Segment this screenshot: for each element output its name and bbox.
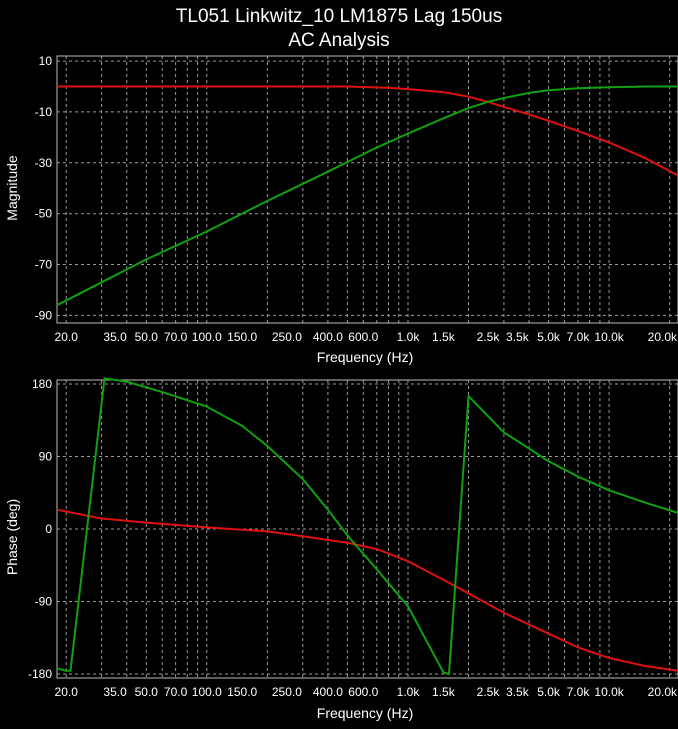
x-tick-label: 2.5k bbox=[477, 330, 501, 344]
x-tick-label: 50.0 bbox=[135, 685, 159, 699]
phase-xlabel: Frequency (Hz) bbox=[317, 705, 413, 721]
x-tick-label: 250.0 bbox=[272, 330, 302, 344]
magnitude-ylabel: Magnitude bbox=[4, 155, 20, 221]
x-grid bbox=[65, 56, 671, 323]
x-tick-label: 400.0 bbox=[313, 685, 343, 699]
y-tick-label: 0 bbox=[45, 522, 52, 536]
x-tick-label: 50.0 bbox=[135, 330, 159, 344]
y-tick-label: -90 bbox=[35, 595, 53, 609]
x-tick-label: 7.0k bbox=[567, 330, 591, 344]
y-tick-label: -180 bbox=[28, 667, 52, 681]
plot-frame bbox=[56, 55, 678, 324]
x-tick-label: 20.0k bbox=[648, 685, 678, 699]
x-tick-label: 70.0 bbox=[164, 330, 188, 344]
x-tick-label: 1.0k bbox=[397, 685, 421, 699]
y-tick-label: -50 bbox=[35, 207, 53, 221]
green-series-line bbox=[56, 85, 678, 307]
red-series-line bbox=[57, 85, 678, 177]
y-tick-label: -70 bbox=[35, 258, 53, 272]
x-tick-label: 2.5k bbox=[477, 685, 501, 699]
x-tick-label: 10.0k bbox=[594, 330, 624, 344]
red-series-line bbox=[56, 508, 678, 672]
x-tick-label: 20.0k bbox=[648, 330, 678, 344]
x-tick-label: 7.0k bbox=[567, 685, 591, 699]
y-grid: 180 90 0 -90 -180 bbox=[28, 377, 678, 681]
x-tick-label: 600.0 bbox=[348, 685, 378, 699]
y-tick-label: -30 bbox=[35, 156, 53, 170]
y-tick-label: 180 bbox=[32, 377, 52, 391]
x-tick-label: 20.0 bbox=[55, 685, 79, 699]
x-tick-label: 3.5k bbox=[506, 685, 530, 699]
x-tick-labels: 20.0 35.0 50.0 70.0 100.0 150.0 250.0 400.0 600.… bbox=[55, 685, 678, 699]
x-tick-label: 150.0 bbox=[227, 685, 257, 699]
y-tick-label: 10 bbox=[39, 54, 53, 68]
x-tick-label: 100.0 bbox=[192, 330, 222, 344]
chart-title-line2: AC Analysis bbox=[288, 30, 389, 51]
green-series-line bbox=[56, 377, 678, 675]
x-tick-label: 1.0k bbox=[397, 330, 421, 344]
x-tick-labels: 20.0 35.0 50.0 70.0 100.0 150.0 250.0 400.0 600.… bbox=[55, 330, 678, 344]
x-tick-label: 35.0 bbox=[103, 330, 127, 344]
y-tick-label: -10 bbox=[35, 105, 53, 119]
x-grid bbox=[65, 380, 671, 678]
phase-ylabel: Phase (deg) bbox=[4, 499, 20, 575]
x-tick-label: 10.0k bbox=[594, 685, 624, 699]
x-tick-label: 1.5k bbox=[432, 330, 456, 344]
x-tick-label: 3.5k bbox=[506, 330, 530, 344]
x-tick-label: 5.0k bbox=[537, 330, 561, 344]
x-tick-label: 35.0 bbox=[103, 685, 127, 699]
y-tick-label: 90 bbox=[39, 450, 53, 464]
magnitude-xlabel: Frequency (Hz) bbox=[317, 349, 413, 365]
x-tick-label: 250.0 bbox=[272, 685, 302, 699]
x-tick-label: 20.0 bbox=[55, 330, 79, 344]
x-tick-label: 150.0 bbox=[227, 330, 257, 344]
x-tick-label: 600.0 bbox=[348, 330, 378, 344]
magnitude-panel: Magnitude Frequency (Hz) 10 -10 -30 -50 -70 -… bbox=[4, 54, 678, 365]
y-tick-label: -90 bbox=[35, 308, 53, 322]
x-tick-label: 400.0 bbox=[313, 330, 343, 344]
x-tick-label: 5.0k bbox=[537, 685, 561, 699]
x-tick-label: 1.5k bbox=[432, 685, 456, 699]
chart-title-line1: TL051 Linkwitz_10 LM1875 Lag 150us bbox=[176, 6, 502, 27]
plot-frame bbox=[56, 379, 678, 679]
phase-panel: Phase (deg) Frequency (Hz) 180 90 0 -90 -180… bbox=[4, 377, 678, 721]
x-tick-label: 100.0 bbox=[192, 685, 222, 699]
x-tick-label: 70.0 bbox=[164, 685, 188, 699]
y-grid: 10 -10 -30 -50 -70 -90 bbox=[35, 54, 678, 322]
